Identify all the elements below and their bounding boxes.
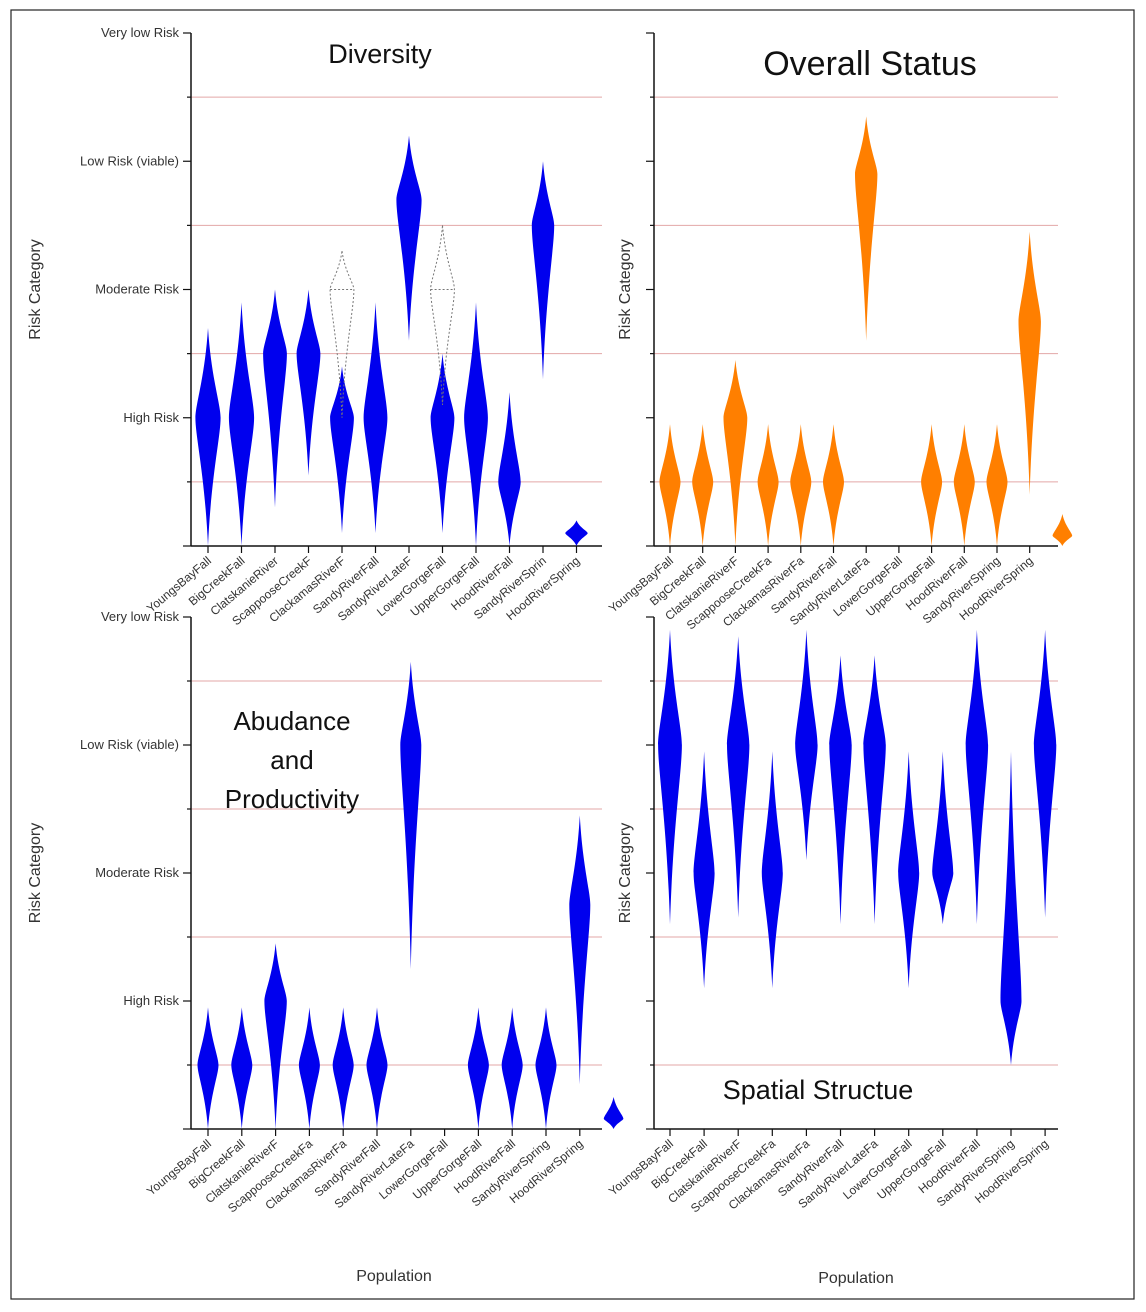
- violin-SandyRiverSprin: [531, 161, 555, 380]
- x-axis-title: Population: [818, 1270, 894, 1287]
- panel-1: High Risk Moderate Risk Low Risk (viable) V…: [27, 25, 602, 628]
- panel-3: High Risk Moderate Risk Low Risk (viable) V…: [27, 609, 624, 1285]
- y-tick-label: High Risk: [123, 993, 179, 1008]
- violin-UpperGorgeFall: [464, 302, 488, 546]
- violin-BigCreekFall: [693, 751, 715, 989]
- violin-SandyRiverLateFa: [855, 116, 878, 341]
- panel-title: Spatial Structue: [723, 1075, 914, 1105]
- violin-YoungsBayFall: [658, 629, 682, 925]
- violin-BigCreekFall: [692, 424, 714, 546]
- x-axis-title: Population: [356, 1268, 432, 1285]
- y-tick-label: Low Risk (viable): [80, 153, 179, 168]
- violin-SandyRiverFall: [366, 1007, 388, 1129]
- figure-frame: [10, 9, 1135, 1300]
- violin-HoodRiverSpring: [1018, 231, 1041, 495]
- violin-SandyRiverFall: [363, 302, 388, 534]
- violin-ClatskanieRiver: [263, 289, 287, 508]
- violin-ClatskanieRiverF: [727, 636, 750, 918]
- violin-UpperGorgeFall: [921, 424, 943, 546]
- violin-ClatskanieRiverF: [264, 943, 287, 1129]
- violin-ClackamasRiverF: [330, 366, 354, 534]
- violin-undefined: [603, 1097, 624, 1129]
- violin-SandyRiverFall: [829, 655, 852, 925]
- panel-title: Abudance: [233, 706, 350, 736]
- violin-YoungsBayFall: [197, 1007, 219, 1129]
- violin-UpperGorgeFall: [932, 751, 954, 925]
- violin-ScappooseCreekFa: [761, 751, 783, 989]
- violin-HoodRiverFall: [498, 392, 521, 546]
- violin-SandyRiverSpring: [1000, 751, 1022, 1065]
- violin-ClackamasRiverFa: [790, 424, 812, 546]
- y-axis-title: Risk Category: [27, 239, 44, 339]
- y-tick-label: Moderate Risk: [95, 865, 179, 880]
- violin-HoodRiverFall: [501, 1007, 523, 1129]
- panel-title: Diversity: [328, 39, 432, 69]
- violin-ClatskanieRiverF: [723, 360, 748, 546]
- violin-ClackamasRiverFa: [795, 629, 818, 861]
- panel-title: and: [270, 745, 313, 775]
- violin-HoodRiverFall: [953, 424, 975, 546]
- violin-UpperGorgeFall: [467, 1007, 489, 1129]
- violin-HoodRiverSpring: [565, 520, 588, 546]
- y-axis-title: Risk Category: [617, 823, 634, 923]
- violin-ScappooseCreekF: [296, 289, 321, 476]
- y-tick-label: Very low Risk: [101, 609, 180, 624]
- ghost-violin: [329, 250, 355, 418]
- violin-BigCreekFall: [231, 1007, 253, 1129]
- violin-SandyRiverSpring: [986, 424, 1008, 546]
- panel-2: Risk CategoryYoungsBayFallBigCreekFallCl…: [606, 32, 1073, 632]
- violin-LowerGorgeFall: [898, 751, 920, 989]
- y-tick-label: Low Risk (viable): [80, 737, 179, 752]
- ghost-violin: [430, 225, 455, 405]
- panel-title: Overall Status: [763, 45, 977, 83]
- y-tick-label: High Risk: [123, 410, 179, 425]
- panel-title: Productivity: [225, 784, 359, 814]
- violin-SandyRiverFall: [823, 424, 844, 546]
- violin-SandyRiverLateFa: [863, 655, 886, 925]
- violin-ClackamasRiverFa: [332, 1007, 354, 1129]
- violin-HoodRiverFall: [965, 629, 989, 925]
- violin-ScappooseCreekFa: [298, 1007, 320, 1129]
- violin-SandyRiverSpring: [535, 1007, 557, 1129]
- violin-HoodRiverSpring: [1033, 629, 1057, 918]
- violin-YoungsBayFall: [659, 424, 681, 546]
- y-axis-title: Risk Category: [27, 823, 44, 923]
- violin-LowerGorgeFall: [430, 353, 455, 534]
- violin-YoungsBayFall: [195, 327, 221, 546]
- violin-ScappooseCreekFa: [757, 424, 779, 546]
- violin-undefined: [1052, 513, 1073, 546]
- violin-HoodRiverSpring: [569, 815, 591, 1085]
- violin-BigCreekFall: [228, 302, 255, 546]
- violin-SandyRiverLateFa: [400, 661, 422, 969]
- y-tick-label: Moderate Risk: [95, 282, 179, 297]
- panel-4: Risk CategoryYoungsBayFallBigCreekFallCl…: [606, 616, 1058, 1287]
- violin-SandyRiverLateF: [396, 135, 422, 341]
- y-tick-label: Very low Risk: [101, 25, 180, 40]
- y-axis-title: Risk Category: [617, 239, 634, 339]
